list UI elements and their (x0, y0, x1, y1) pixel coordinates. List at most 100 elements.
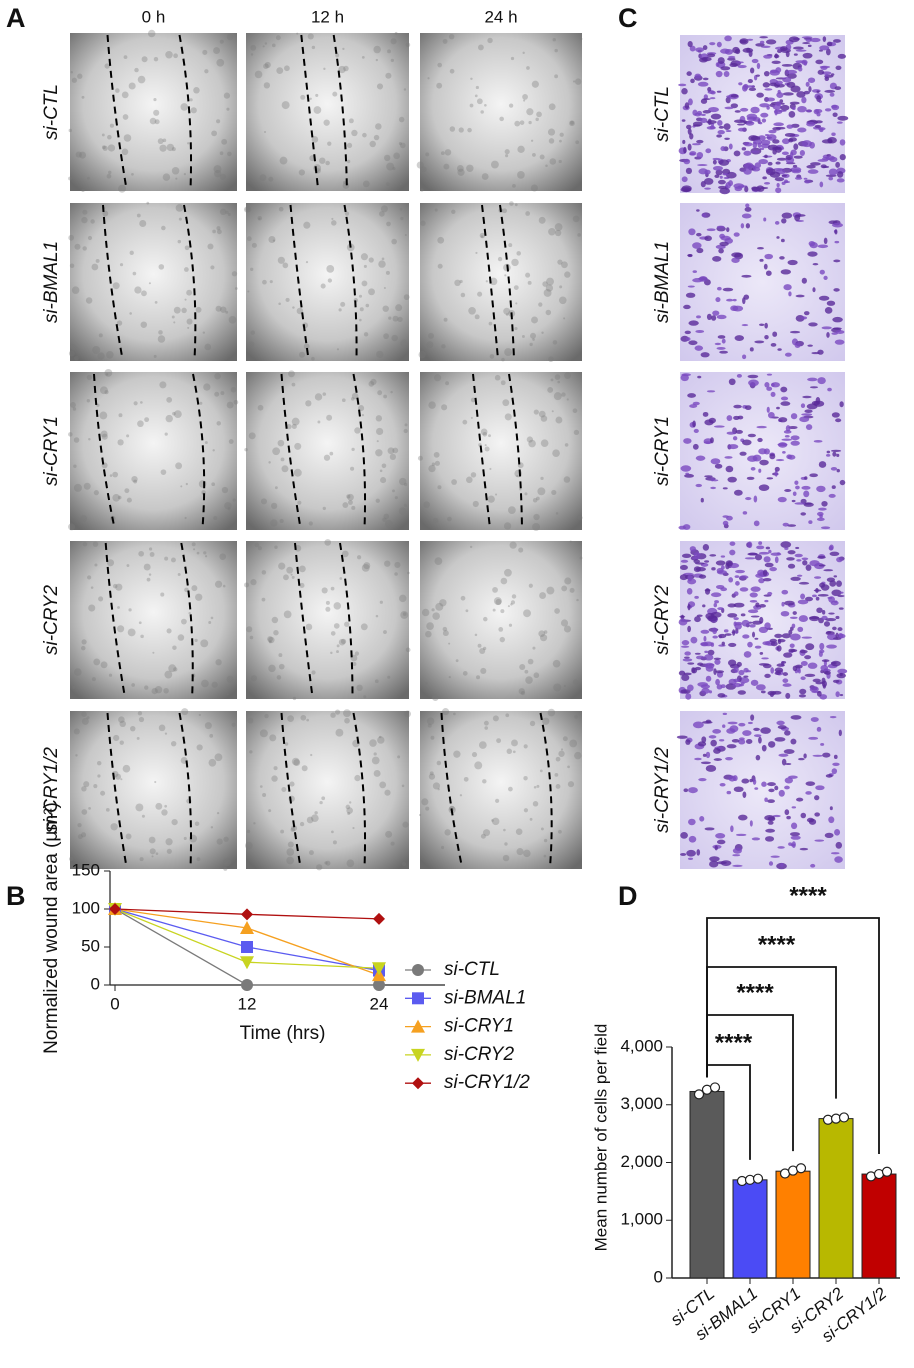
cell-texture (378, 735, 382, 739)
stained-cell (731, 257, 740, 264)
stained-cell (814, 795, 820, 801)
cell-texture (482, 779, 487, 784)
stained-cell (700, 352, 710, 358)
cell-texture (508, 623, 513, 627)
stained-cell (817, 511, 824, 517)
cell-texture (425, 630, 432, 638)
cell-texture (173, 306, 181, 314)
cell-texture (203, 383, 211, 391)
cell-texture (68, 176, 72, 181)
cell-texture (289, 781, 295, 787)
cell-texture (330, 712, 336, 718)
stained-cell (694, 757, 702, 761)
marker (372, 962, 386, 976)
x-axis-label: Time (hrs) (240, 1023, 326, 1044)
stained-cell (822, 752, 831, 758)
stained-cell (712, 255, 722, 262)
stained-cell (762, 569, 768, 577)
cell-texture (194, 638, 198, 643)
stained-cell (722, 173, 729, 176)
stained-cell (706, 313, 712, 320)
cell-texture (485, 280, 488, 283)
stained-cell (758, 468, 762, 473)
cell-texture (344, 621, 350, 627)
cell-texture (488, 321, 493, 326)
cell-texture (569, 739, 578, 748)
cell-texture (342, 502, 349, 508)
cell-texture (172, 645, 177, 650)
cell-texture (426, 341, 434, 349)
stained-cell (724, 48, 734, 55)
stained-cell (758, 578, 765, 584)
cell-texture (402, 821, 409, 828)
cell-texture (154, 119, 160, 125)
cell-texture (552, 38, 556, 42)
stained-cell (808, 86, 812, 93)
cell-texture (572, 80, 576, 83)
cell-texture (399, 207, 403, 211)
cell-texture (354, 427, 361, 434)
stained-cell (708, 417, 716, 424)
stained-cell (790, 413, 798, 420)
stained-cell (761, 118, 767, 123)
stained-cell (777, 348, 782, 351)
cell-texture (523, 99, 526, 102)
cell-texture (138, 550, 145, 557)
stained-cell (765, 836, 775, 842)
cell-texture (552, 449, 560, 458)
cell-texture (137, 420, 144, 428)
cell-texture (453, 712, 456, 716)
stained-cell (806, 109, 812, 113)
cell-texture (361, 280, 368, 287)
cell-texture (569, 587, 575, 593)
stained-cell (839, 401, 844, 408)
stained-cell (758, 541, 763, 545)
cell-texture (502, 854, 510, 862)
micrograph (420, 33, 582, 191)
cell-texture (216, 838, 223, 845)
stained-cell (759, 147, 765, 151)
stained-cell (725, 129, 732, 133)
cell-texture (308, 521, 313, 526)
cell-texture (231, 271, 238, 277)
cell-texture (386, 221, 391, 227)
cell-texture (428, 401, 436, 409)
stained-cell (704, 827, 715, 831)
cell-texture (394, 572, 398, 576)
stained-cell (737, 127, 746, 132)
x-tick-label: 0 (110, 994, 119, 1013)
stained-cell (837, 594, 845, 598)
stained-cell (819, 269, 825, 275)
cell-texture (268, 235, 276, 244)
cell-texture (115, 88, 120, 93)
stained-cell (685, 693, 692, 700)
stained-cell (785, 762, 792, 766)
cell-texture (180, 485, 183, 488)
stained-cell (805, 38, 812, 43)
stained-cell (742, 730, 752, 736)
cell-texture (259, 174, 267, 182)
stained-cell (749, 599, 758, 603)
stained-cell (751, 150, 760, 153)
cell-texture (359, 307, 364, 312)
stained-cell (711, 567, 716, 571)
cell-texture (508, 506, 516, 514)
stained-cell (838, 633, 846, 639)
stained-cell (833, 259, 841, 263)
cell-texture (311, 136, 319, 143)
cell-texture (574, 78, 582, 85)
cell-texture (532, 646, 536, 650)
stained-cell (700, 642, 709, 647)
stained-cell (704, 654, 714, 661)
cell-texture (362, 180, 370, 188)
cell-texture (131, 475, 138, 483)
stained-cell (696, 247, 704, 254)
stained-cell (816, 607, 823, 614)
cell-texture (495, 798, 500, 803)
stained-cell (795, 485, 800, 490)
cell-texture (335, 728, 344, 737)
cell-texture (149, 848, 156, 855)
cell-texture (428, 332, 434, 339)
stained-cell (787, 259, 798, 266)
